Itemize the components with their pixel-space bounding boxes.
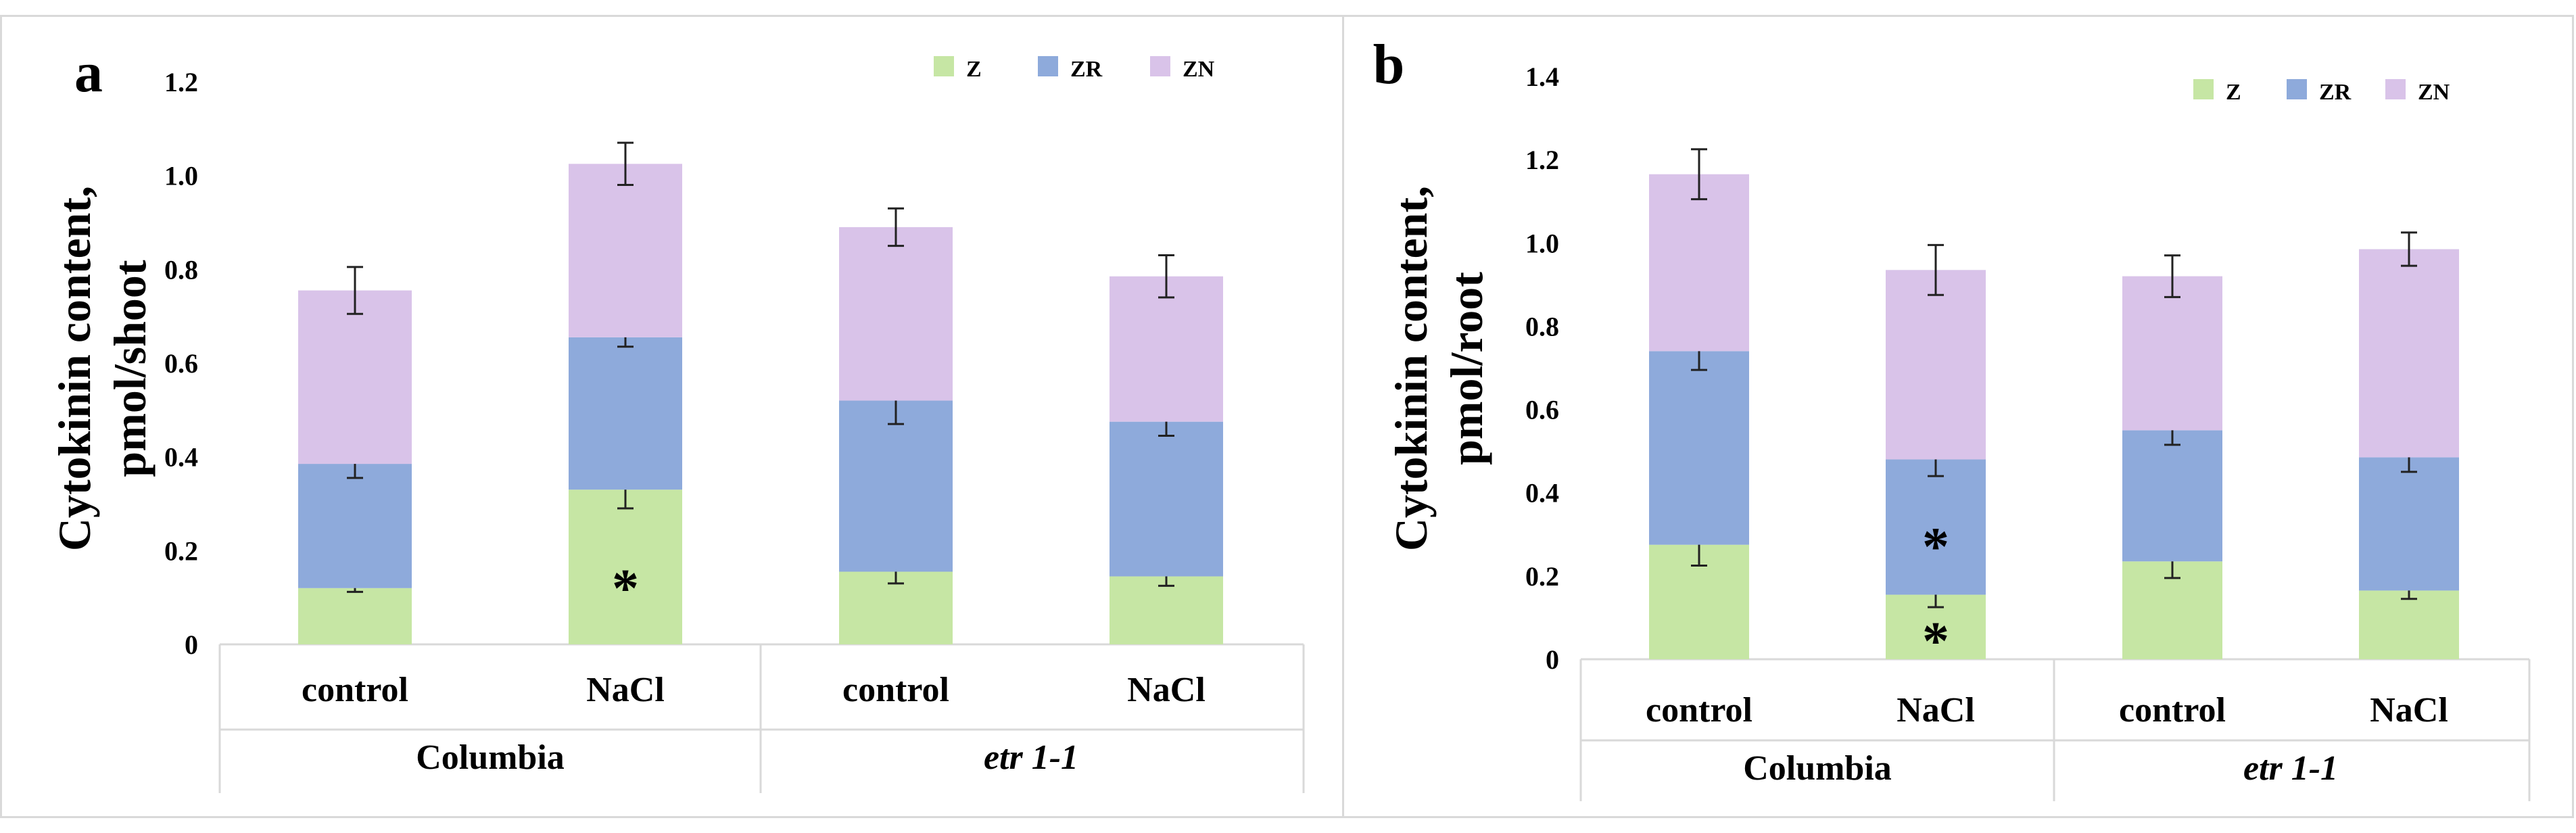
y-tick-label: 1.2 [164,67,198,97]
y-tick-label: 0.8 [164,254,198,285]
legend-label-zn: ZN [2418,80,2450,105]
y-tick-label: 0 [1546,644,1559,675]
x-category-label: NaCl [2370,691,2448,730]
y-tick-label: 0 [185,629,198,660]
legend-label-zr: ZR [1070,57,1103,82]
bar-zr-2 [839,400,953,572]
legend-swatch-zr [2287,79,2307,99]
y-axis-title-line: Cytokinin content, [1385,186,1437,551]
y-tick-label: 0.4 [1525,478,1559,508]
y-axis-title: Cytokinin content,pmol/root [1385,186,1492,551]
bar-zn-3 [1110,276,1223,422]
chart-a-svg: a Cytokinin content,pmol/shoot 0 0.2 0.4 0.6 0… [49,41,1305,793]
bar-zr-3 [2359,457,2459,591]
legend-label-z: Z [2226,80,2241,105]
y-tick-label: 1.4 [1525,62,1559,92]
y-axis-title: Cytokinin content,pmol/shoot [49,186,156,551]
legend-swatch-zn [1150,56,1170,76]
y-axis-title-line: pmol/root [1441,272,1492,465]
bar-zr-3 [1110,421,1223,577]
x-category-label: control [2119,691,2226,730]
x-category-label: NaCl [586,671,665,709]
legend-swatch-zr [1038,56,1058,76]
bar-zr-1 [1886,459,1986,595]
significance-asterisk: * [1922,518,1949,577]
legend-swatch-z [934,56,954,76]
bar-zr-0 [1649,351,1749,545]
bar-zr-1 [569,337,682,490]
x-group-label: Columbia [416,738,565,777]
y-tick-label: 1.0 [1525,228,1559,258]
y-tick-label: 1.2 [1525,145,1559,175]
y-tick-label: 1.0 [164,161,198,191]
bar-zr-2 [2122,430,2222,562]
bar-zn-3 [2359,249,2459,458]
y-axis-title-line: Cytokinin content, [49,186,100,551]
y-tick-label: 0.6 [164,348,198,379]
bar-zn-1 [1886,270,1986,460]
x-category-label: control [302,671,408,709]
x-group-label: etr 1-1 [2243,749,2338,788]
chart-panel-b: b Cytokinin content,pmol/root 0 0.2 0.4 0.6 0.… [1342,15,2574,818]
legend-label-zn: ZN [1183,57,1215,82]
bar-z-3 [2359,590,2459,659]
panel-letter: a [74,41,103,104]
bar-z-3 [1110,576,1223,644]
x-category-label: NaCl [1897,691,1975,730]
legend-swatch-z [2193,79,2214,99]
y-tick-label: 0.2 [1525,561,1559,592]
y-tick-label: 0.8 [1525,311,1559,341]
bar-zn-2 [2122,276,2222,431]
y-tick-label: 0.4 [164,442,198,473]
significance-asterisk: * [1922,612,1949,671]
chart-b-svg: b Cytokinin content,pmol/root 0 0.2 0.4 0.6 0.… [1373,33,2531,801]
chart-panel-a: a Cytokinin content,pmol/shoot 0 0.2 0.4 0.6 0… [0,15,1345,818]
y-tick-label: 0.2 [164,536,198,566]
x-group-label: etr 1-1 [984,738,1078,777]
significance-asterisk: * [612,559,639,619]
panel-letter: b [1373,33,1405,96]
y-tick-label: 0.6 [1525,395,1559,425]
bar-zn-1 [569,164,682,337]
bar-zn-2 [839,227,953,401]
y-axis-title-line: pmol/shoot [104,260,156,477]
legend-label-z: Z [966,57,982,82]
x-category-label: control [842,671,949,709]
bar-zn-0 [1649,174,1749,352]
legend-label-zr: ZR [2319,80,2352,105]
bar-z-1 [569,490,682,644]
bar-zn-0 [298,290,412,465]
x-group-label: Columbia [1743,749,1892,788]
x-category-label: NaCl [1127,671,1206,709]
x-category-label: control [1646,691,1752,730]
bar-z-0 [298,588,412,644]
bar-zr-0 [298,464,412,588]
legend-swatch-zn [2385,79,2406,99]
